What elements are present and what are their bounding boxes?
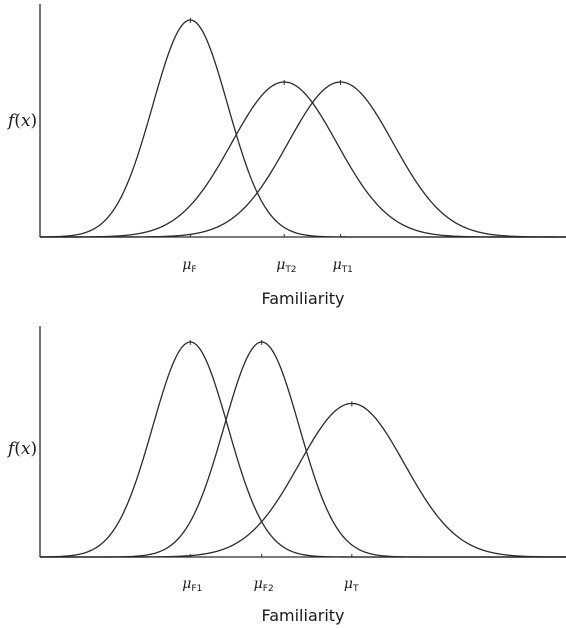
density-curve-1	[39, 19, 566, 238]
panel-1: f(x) μF μT2 μT1 Familiarity	[6, 4, 566, 308]
density-curve-2	[40, 81, 566, 238]
y-label-var: x	[21, 111, 31, 131]
density-curve-3	[40, 402, 566, 558]
x-axis-label: Familiarity	[261, 289, 344, 308]
y-axis-label: f(x)	[6, 111, 37, 131]
tick-label-f2: μF2	[254, 576, 274, 594]
tick-label-t1: μT1	[333, 257, 353, 275]
y-label-f: f	[6, 111, 17, 131]
y-label-paren-close: )	[31, 111, 38, 131]
tick-label-t: μT	[344, 576, 359, 594]
y-axis-label: f(x)	[6, 439, 37, 459]
x-axis-label: Familiarity	[261, 606, 344, 625]
tick-label-f: μF	[182, 257, 196, 275]
tick-label-t2: μT2	[276, 257, 296, 275]
y-label-paren-open: (	[14, 111, 21, 131]
y-label-paren-open: (	[14, 439, 21, 459]
y-label-var: x	[21, 439, 31, 459]
y-label-f: f	[6, 439, 17, 459]
density-curve-2	[40, 341, 566, 558]
y-label-paren-close: )	[31, 439, 38, 459]
tick-label-f1: μF1	[182, 576, 202, 594]
density-curve-1	[39, 341, 566, 558]
density-curve-3	[40, 81, 566, 238]
